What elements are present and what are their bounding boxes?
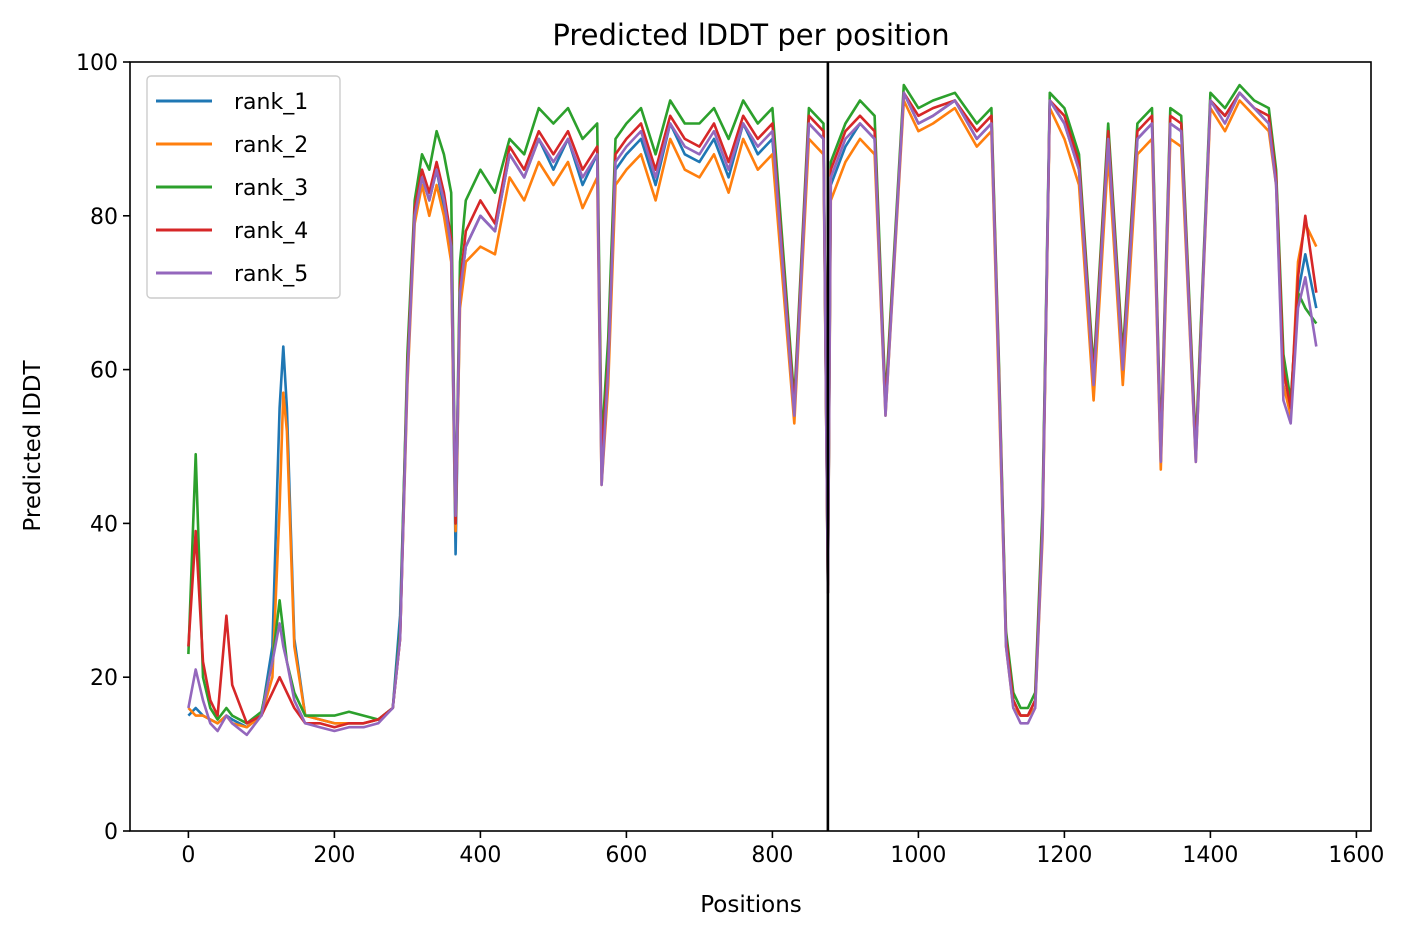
chart-title: Predicted lDDT per position: [552, 18, 949, 52]
x-tick-label: 400: [459, 843, 501, 868]
legend-label-rank_4: rank_4: [234, 219, 308, 244]
axes: 0 200 400 600 800 1000 1200 1400 1600 0 20 40 60 80 10…: [76, 51, 1384, 868]
legend-label-rank_2: rank_2: [234, 133, 308, 158]
plot-area: [187, 62, 1318, 831]
series-line-rank_1: [187, 91, 1318, 729]
series-line-rank_2: [187, 99, 1318, 729]
series-line-rank_5: [187, 91, 1318, 737]
y-tick-label: 60: [90, 359, 118, 384]
x-tick-label: 1200: [1036, 843, 1092, 868]
x-tick-label: 0: [181, 843, 195, 868]
y-axis-label: Predicted lDDT: [20, 359, 46, 531]
x-tick-label: 800: [751, 843, 793, 868]
x-tick-label: 1000: [890, 843, 946, 868]
legend-label-rank_3: rank_3: [234, 176, 308, 201]
x-axis-label: Positions: [700, 892, 802, 918]
x-tick-label: 200: [313, 843, 355, 868]
legend-box: [146, 75, 341, 299]
legend-label-rank_1: rank_1: [234, 90, 308, 115]
series-line-rank_4: [187, 91, 1318, 729]
series-line-rank_3: [187, 83, 1318, 725]
y-tick-label: 100: [76, 51, 118, 76]
plot-frame: [129, 61, 1372, 832]
legend-label-rank_5: rank_5: [234, 262, 308, 287]
x-tick-label: 1600: [1328, 843, 1384, 868]
y-tick-label: 0: [104, 820, 118, 845]
y-tick-label: 40: [90, 512, 118, 537]
y-tick-label: 20: [90, 666, 118, 691]
y-tick-label: 80: [90, 205, 118, 230]
x-tick-label: 1400: [1182, 843, 1238, 868]
x-tick-label: 600: [605, 843, 647, 868]
legend: rank_1 rank_2 rank_3 rank_4 rank_5: [146, 75, 341, 299]
